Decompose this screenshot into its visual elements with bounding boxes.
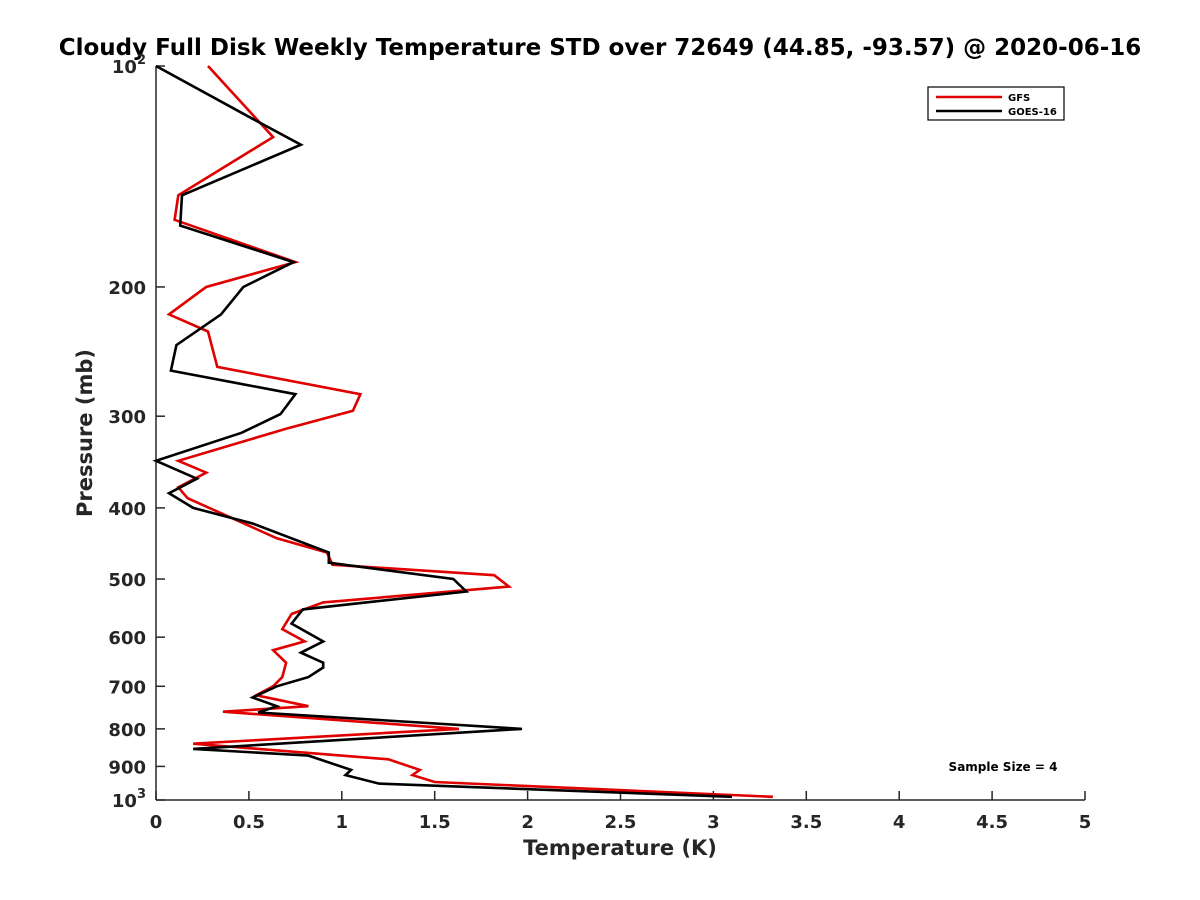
x-tick-label: 1 — [336, 812, 349, 833]
y-tick-label: 700 — [108, 677, 146, 698]
x-tick-label: 5 — [1079, 812, 1092, 833]
chart-title: Cloudy Full Disk Weekly Temperature STD … — [59, 35, 1142, 61]
series-line-gfs — [166, 65, 773, 799]
legend-box — [927, 86, 1065, 121]
x-tick-label: 0 — [150, 812, 163, 833]
x-tick-label: 1.5 — [419, 812, 451, 833]
x-tick-label: 4.5 — [976, 812, 1008, 833]
legend-label-gfs: GFS — [1008, 93, 1030, 104]
y-tick-label: 800 — [108, 720, 146, 741]
x-axis-label: Temperature (K) — [523, 836, 717, 860]
x-tick-label: 3.5 — [790, 812, 822, 833]
y-axis-label: Pressure (mb) — [73, 349, 97, 517]
y-tick-label: 600 — [108, 628, 146, 649]
y-axis-ticks: 102 200 300 400 500 600 700 800 900 103 — [108, 53, 165, 812]
x-tick-label: 4 — [893, 812, 906, 833]
sample-size-annotation: Sample Size = 4 — [949, 760, 1058, 774]
series-lines — [152, 64, 773, 799]
y-tick-label: 400 — [108, 499, 146, 520]
y-tick-label: 900 — [108, 757, 146, 778]
y-tick-label: 103 — [112, 787, 146, 812]
x-axis-ticks: 0 0.5 1 1.5 2 2.5 3 3.5 4 4.5 5 — [150, 791, 1092, 833]
y-tick-label: 200 — [108, 278, 146, 299]
legend-label-goes16: GOES-16 — [1008, 107, 1057, 118]
x-tick-label: 2.5 — [605, 812, 637, 833]
x-tick-label: 3 — [707, 812, 720, 833]
x-tick-label: 0.5 — [233, 812, 265, 833]
y-tick-label: 500 — [108, 570, 146, 591]
x-tick-label: 2 — [521, 812, 534, 833]
series-line-goes16 — [152, 64, 733, 799]
legend: GFS GOES-16 — [927, 86, 1065, 121]
y-tick-label: 102 — [112, 53, 146, 78]
plot-area: 0 0.5 1 1.5 2 2.5 3 3.5 4 4.5 5 102 200 300 400 500 600… — [108, 53, 1091, 833]
y-tick-label: 300 — [108, 407, 146, 428]
